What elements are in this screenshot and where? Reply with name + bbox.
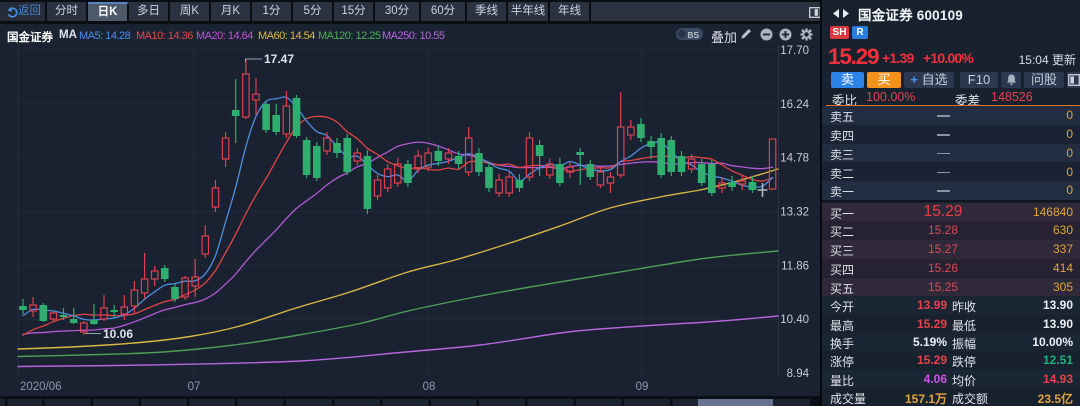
svg-text:07: 07 <box>188 381 201 393</box>
svg-text:8.94: 8.94 <box>787 368 810 380</box>
svg-text:10.06: 10.06 <box>103 327 133 341</box>
svg-text:09: 09 <box>636 381 649 393</box>
svg-text:17.47: 17.47 <box>264 52 294 66</box>
svg-text:16.24: 16.24 <box>780 99 809 111</box>
svg-text:13.32: 13.32 <box>780 207 809 219</box>
svg-text:08: 08 <box>423 381 436 393</box>
svg-text:10.40: 10.40 <box>780 314 809 326</box>
svg-text:2020/06: 2020/06 <box>20 381 62 393</box>
svg-text:14.78: 14.78 <box>780 153 809 165</box>
svg-text:11.86: 11.86 <box>781 260 809 272</box>
svg-text:17.70: 17.70 <box>780 45 809 57</box>
